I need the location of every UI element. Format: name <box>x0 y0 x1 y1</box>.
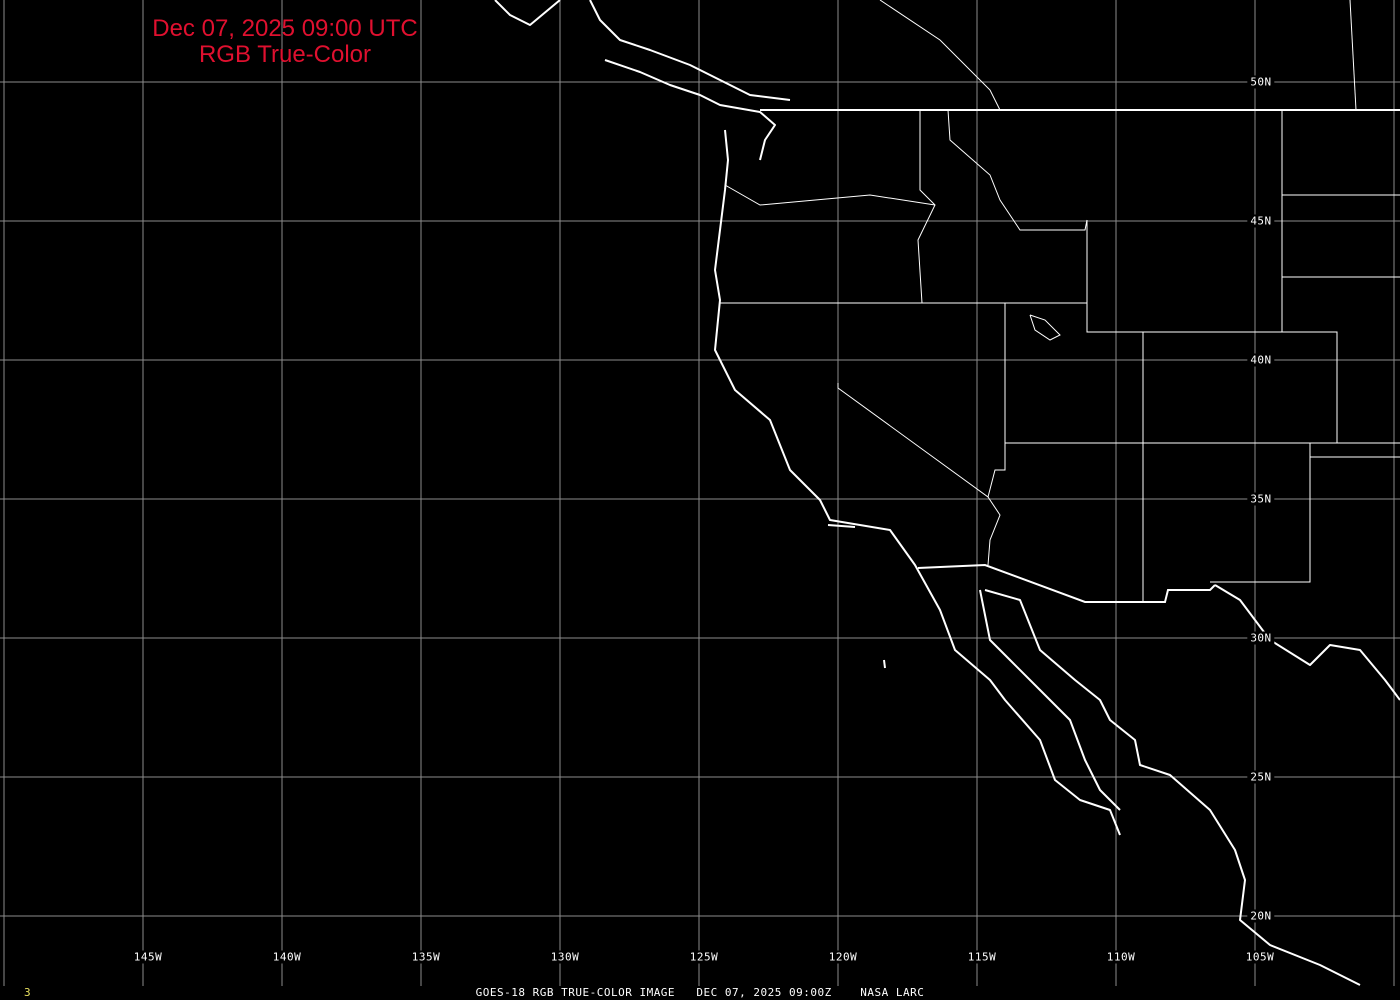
channel-islands <box>827 524 856 528</box>
longitude-label: 115W <box>964 950 1000 964</box>
island-guadalupe <box>883 659 886 669</box>
title-product: RGB True-Color <box>198 41 372 68</box>
longitude-label: 125W <box>686 950 722 964</box>
us-west-coast <box>714 129 1121 836</box>
latitude-label: 40N <box>1247 353 1275 367</box>
longitude-label: 145W <box>130 950 166 964</box>
political-borders <box>720 0 1400 603</box>
frame-number: 3 <box>24 986 31 999</box>
great-salt-lake <box>1029 314 1061 341</box>
latitude-label: 35N <box>1247 492 1275 506</box>
gulf-of-mexico-coast <box>1214 584 1400 701</box>
ca-nv-border <box>837 383 1001 566</box>
image-caption: GOES-18 RGB TRUE-COLOR IMAGE DEC 07, 202… <box>475 986 925 999</box>
bc-mainland-coast <box>589 0 791 101</box>
longitude-label: 140W <box>269 950 305 964</box>
longitude-label: 135W <box>408 950 444 964</box>
idaho-montana-border <box>947 109 1088 231</box>
mexico-mainland-coast <box>984 589 1361 986</box>
longitude-label: 120W <box>825 950 861 964</box>
wa-or-border <box>724 184 936 206</box>
coastlines <box>494 0 1400 986</box>
longitude-label: 130W <box>547 950 583 964</box>
vancouver-island-coast <box>604 59 776 161</box>
saskatchewan-border <box>1349 0 1357 111</box>
title-date: Dec 07, 2025 09:00 UTC <box>152 15 418 42</box>
longitude-label: 105W <box>1242 950 1278 964</box>
new-mexico-east <box>1210 443 1311 583</box>
colorado-north-east <box>1143 331 1338 443</box>
idaho-west-border <box>917 110 936 304</box>
longitude-label: 110W <box>1103 950 1139 964</box>
alberta-border <box>879 0 1001 111</box>
mexico-us-border <box>917 563 1216 603</box>
latitude-label: 20N <box>1247 909 1275 923</box>
latitude-label: 50N <box>1247 75 1275 89</box>
baja-gulf-coast <box>979 589 1121 811</box>
bc-coast <box>494 0 561 26</box>
latitude-label: 25N <box>1247 770 1275 784</box>
latitude-label: 30N <box>1247 631 1275 645</box>
nevada-east-border <box>987 303 1006 498</box>
latitude-label: 45N <box>1247 214 1275 228</box>
